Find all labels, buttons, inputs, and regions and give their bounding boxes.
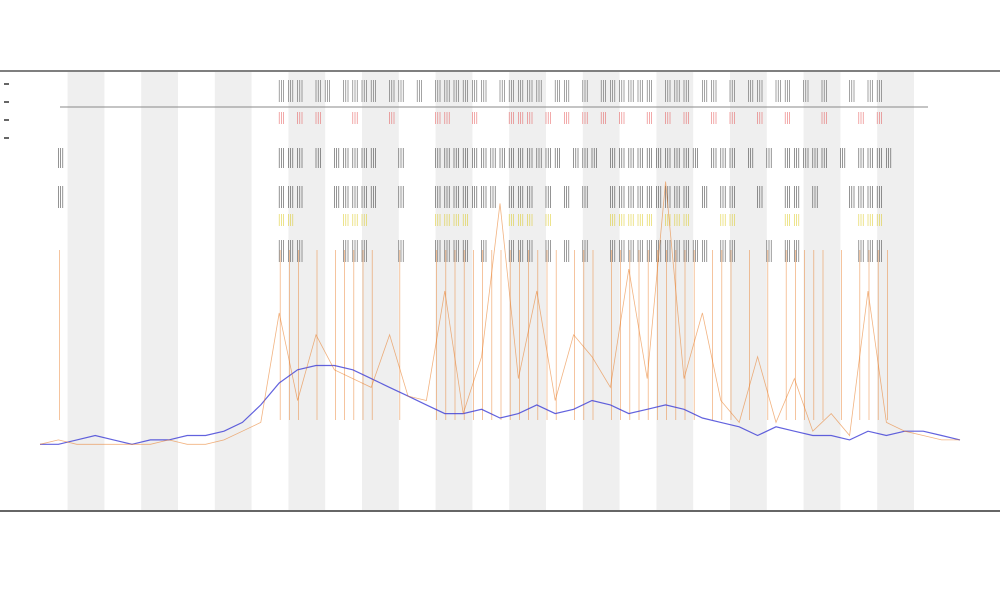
shaded-bands [67,72,914,510]
series-line-1 [39,181,960,445]
band-7 [582,72,620,510]
band-6 [509,72,546,510]
band-3 [288,72,326,510]
band-1 [141,72,178,510]
event-row-2 [58,148,892,168]
band-5 [435,72,473,510]
event-row-0 [278,80,882,102]
event-row-1 [278,112,882,124]
band-4 [362,72,399,510]
event-row-3 [58,186,882,208]
band-11 [877,72,914,510]
band-0 [67,72,105,510]
band-9 [730,72,767,510]
event-row-4 [278,214,882,226]
legend [4,83,9,139]
band-10 [803,72,841,510]
band-2 [214,72,252,510]
event-rows [58,80,892,262]
band-8 [656,72,694,510]
series-lines [39,181,961,445]
series-line-0 [40,364,961,445]
event-row-5 [278,240,882,262]
